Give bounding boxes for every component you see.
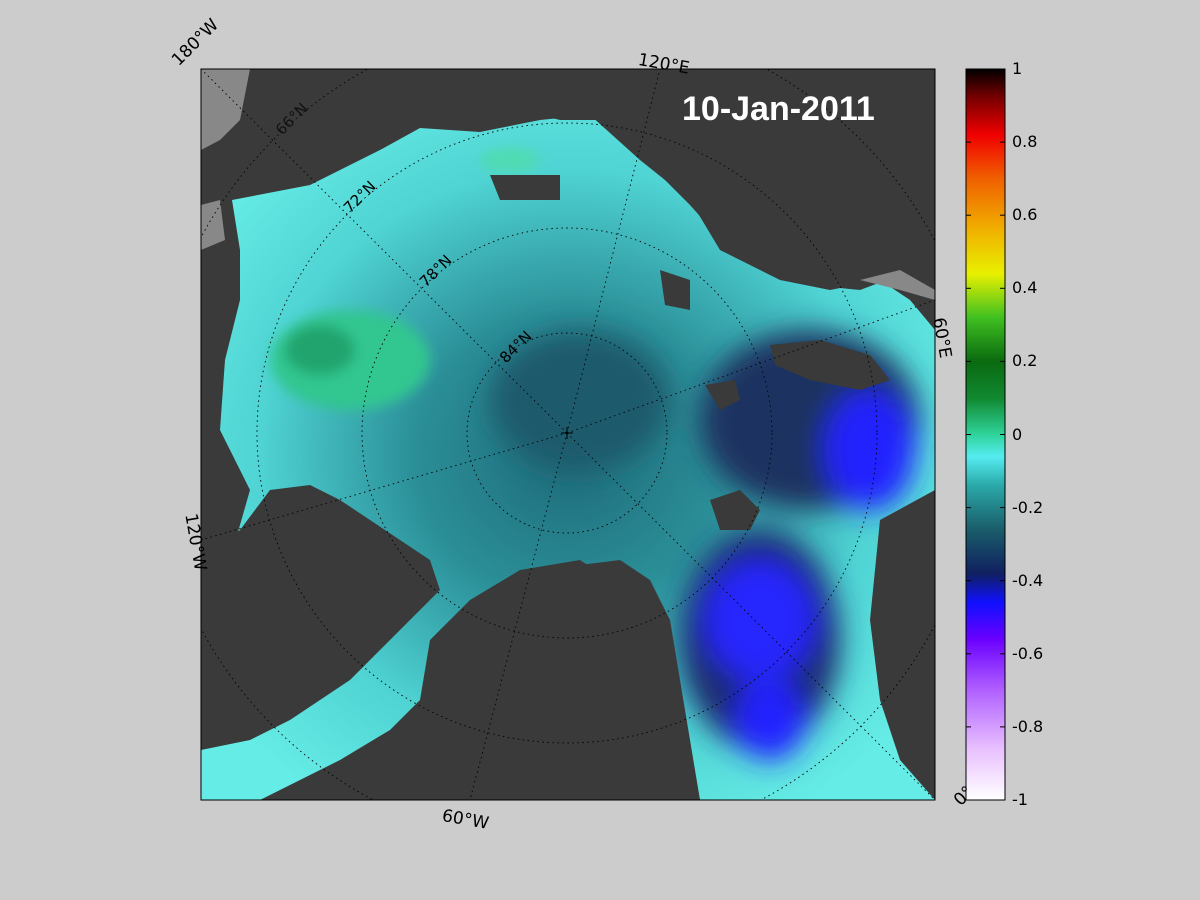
colorbar-tick-label: 1 <box>1012 59 1023 78</box>
map-frame <box>200 68 936 801</box>
colorbar-tick-label: -0.2 <box>1012 497 1044 517</box>
colorbar <box>965 68 1006 801</box>
date-label: 10-Jan-2011 <box>682 90 875 128</box>
colorbar-tick-label: -0.8 <box>1012 716 1044 736</box>
colorbar-tick-label: 0.4 <box>1012 278 1038 298</box>
colorbar-tick-label: -0.4 <box>1012 570 1044 590</box>
colorbar-tick-label: 0.2 <box>1012 351 1038 371</box>
colorbar-tick-marks <box>966 68 1005 801</box>
map-panel <box>201 69 935 800</box>
colorbar-tick-label: -0.6 <box>1012 643 1044 663</box>
colorbar-tick-label: 0.8 <box>1012 132 1038 152</box>
colorbar-tick-label: -1 <box>1012 790 1028 809</box>
positive-anomaly-field <box>270 148 540 410</box>
colorbar-tick-label: 0 <box>1012 424 1023 444</box>
grey-land-edges <box>201 69 935 300</box>
graticule <box>201 69 935 800</box>
pole-marker <box>561 427 573 439</box>
colorbar-tick-label: 0.6 <box>1012 205 1038 225</box>
